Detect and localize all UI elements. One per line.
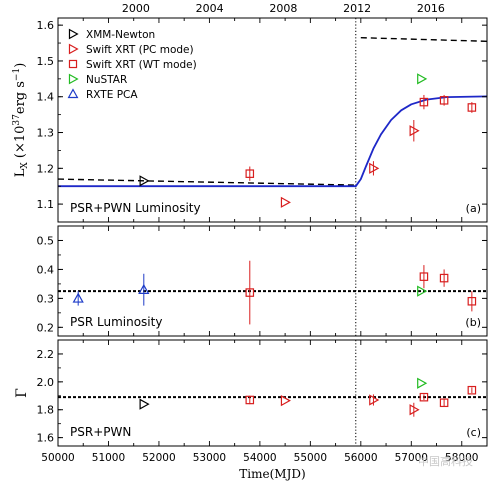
data-point-triangle-right (68, 73, 79, 85)
top-axis-year-label: 2004 (196, 2, 224, 15)
y-axis-label: LX (×1037erg s−1) (12, 63, 30, 178)
dashed-curve (58, 178, 356, 186)
legend-label: NuSTAR (86, 74, 127, 86)
y-tick-label: 1.8 (37, 404, 55, 417)
panel-title: PSR+PWN Luminosity (70, 201, 201, 215)
y-tick-label: 0.5 (37, 234, 55, 247)
panel-a: 1.1 1.2 1.3 1.4 1.5 1.6 (a) PSR+PWN Luminosity 2… (12, 2, 488, 223)
y-tick-label: 1.4 (37, 91, 55, 104)
data-point-square (419, 392, 429, 402)
data-point-triangle-right (139, 398, 150, 410)
data-point-triangle-right (417, 377, 428, 389)
top-axis-year-label: 2000 (122, 2, 150, 15)
y-tick-label: 0.2 (37, 321, 55, 334)
y-tick-label: 1.3 (37, 127, 55, 140)
plot-area (58, 340, 487, 446)
panel-title: PSR Luminosity (70, 315, 162, 329)
series-rxte-pca (72, 273, 150, 306)
x-tick-label: 50000 (41, 452, 74, 464)
series-xmm-newton (139, 175, 150, 187)
x-tick-label: 54000 (243, 452, 276, 464)
panel-b: 0.2 0.3 0.4 0.5 (b) PSR Luminosity (37, 225, 488, 337)
y-tick-label: 1.5 (37, 55, 55, 68)
data-point-triangle-up (138, 283, 150, 294)
data-point-triangle-right (139, 175, 150, 187)
x-axis-label: Time(MJD) (239, 467, 305, 481)
y-tick-label: 1.6 (37, 19, 55, 32)
data-point-square (439, 96, 449, 105)
legend: XMM-Newton Swift XRT (PC mode) Swift XRT (… (67, 28, 197, 101)
series-swift-xrt-wt-mode- (245, 385, 477, 408)
legend-label: XMM-Newton (86, 29, 155, 41)
legend-label: RXTE PCA (86, 89, 138, 101)
series-xmm-newton (139, 398, 150, 410)
x-tick-label: 55000 (294, 452, 327, 464)
panel-c: 1.6 1.8 2.0 2.2 (c) PSR+PWN 50000 51000 52000 530… (14, 339, 488, 481)
y-tick-label: 2.0 (37, 376, 55, 389)
data-point-square (419, 272, 429, 281)
y-axis-label: Γ (14, 388, 30, 398)
data-point-square (68, 59, 78, 69)
data-point-square (439, 398, 449, 408)
model-curve (58, 95, 487, 188)
series-nustar (417, 73, 428, 85)
panel-frame (57, 17, 488, 223)
data-point-triangle-right (68, 43, 79, 55)
panel-label: (a) (466, 202, 481, 215)
data-point-triangle-up (72, 292, 84, 303)
data-point-triangle-right (280, 395, 291, 407)
data-point-triangle-right (369, 162, 380, 174)
x-tick-label: 53000 (193, 452, 226, 464)
y-tick-label: 0.4 (37, 263, 55, 276)
x-tick-label: 51000 (92, 452, 125, 464)
panel-title: PSR+PWN (70, 425, 131, 439)
x-tick-label: 52000 (142, 452, 175, 464)
y-tick-label: 2.2 (37, 348, 55, 361)
data-point-triangle-right (280, 196, 291, 208)
series-swift-xrt-pc-mode- (280, 120, 420, 208)
top-axis-year-label: 2016 (417, 2, 445, 15)
dashed-curve (360, 37, 487, 42)
data-point-triangle-right (417, 73, 428, 85)
data-point-square (245, 288, 255, 297)
data-point-square (467, 103, 477, 112)
legend-label: Swift XRT (WT mode) (86, 59, 197, 71)
y-tick-label: 1.6 (37, 432, 55, 445)
panel-frame (57, 339, 488, 447)
plot-area (58, 18, 487, 222)
plot-area (58, 226, 487, 336)
panel-label: (c) (466, 426, 481, 439)
legend-label: Swift XRT (PC mode) (86, 44, 194, 56)
data-point-square (245, 395, 255, 405)
x-tick-label: 58000 (445, 452, 478, 464)
series-nustar (417, 377, 428, 389)
data-point-square (245, 169, 255, 178)
watermark: 中国高科技 (418, 455, 473, 468)
x-tick-label: 57000 (395, 452, 428, 464)
data-point-triangle-right (417, 285, 428, 297)
x-tick-label: 56000 (344, 452, 377, 464)
top-axis-year-label: 2008 (269, 2, 297, 15)
data-point-triangle-right (68, 28, 79, 40)
series-swift-xrt-wt-mode- (245, 94, 477, 181)
data-point-square (439, 273, 449, 283)
data-point-triangle-right (409, 125, 420, 137)
data-point-square (467, 385, 477, 395)
data-point-square (467, 296, 477, 306)
y-tick-label: 0.3 (37, 292, 55, 305)
y-tick-label: 1.2 (37, 162, 55, 175)
series-nustar (417, 285, 428, 297)
data-point-triangle-right (369, 394, 380, 406)
series-swift-xrt-pc-mode- (280, 394, 420, 417)
data-point-triangle-up (67, 88, 79, 99)
data-point-triangle-right (409, 404, 420, 416)
top-axis-year-label: 2012 (343, 2, 371, 15)
panel-label: (b) (465, 316, 481, 329)
panel-frame (57, 225, 488, 337)
data-point-square (419, 97, 429, 107)
y-tick-label: 1.1 (37, 198, 55, 211)
series-swift-xrt-wt-mode- (245, 260, 477, 325)
